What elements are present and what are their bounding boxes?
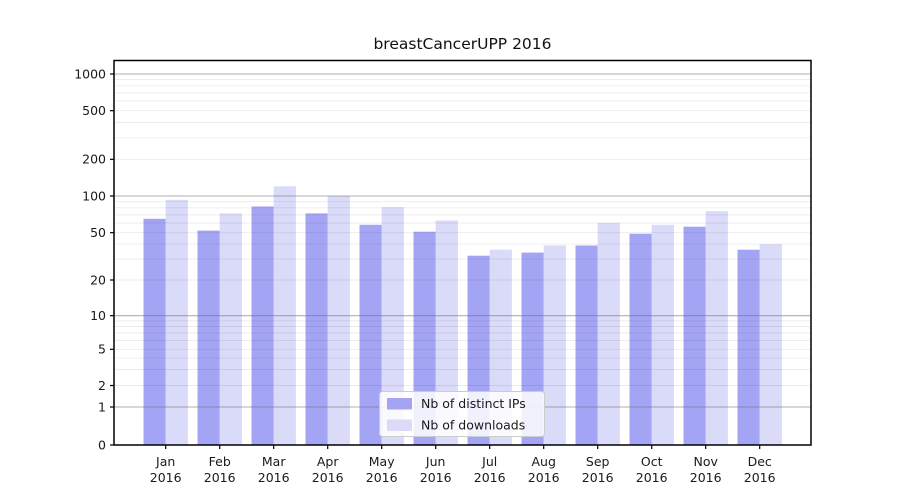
bar-feb-distinct-ips bbox=[197, 230, 220, 445]
bar-sep-distinct-ips bbox=[575, 245, 598, 445]
y-tick-label: 10 bbox=[90, 308, 106, 323]
bar-oct-downloads bbox=[651, 224, 674, 445]
bar-oct-distinct-ips bbox=[629, 233, 652, 445]
x-tick-label-year: 2016 bbox=[150, 470, 182, 485]
x-tick-label-year: 2016 bbox=[474, 470, 506, 485]
bar-may-downloads bbox=[381, 207, 404, 445]
legend-label-distinct-ips: Nb of distinct IPs bbox=[421, 396, 526, 411]
x-tick-label-month: Jun bbox=[425, 454, 446, 469]
x-tick-label-month: Nov bbox=[693, 454, 718, 469]
x-tick-label-year: 2016 bbox=[312, 470, 344, 485]
x-tick-label-month: Mar bbox=[262, 454, 286, 469]
x-tick-label-year: 2016 bbox=[744, 470, 776, 485]
y-tick-label: 50 bbox=[90, 225, 106, 240]
x-tick-label-month: May bbox=[369, 454, 395, 469]
bar-mar-distinct-ips bbox=[251, 206, 274, 445]
y-tick-label: 100 bbox=[82, 188, 106, 203]
bar-jan-downloads bbox=[165, 199, 188, 445]
bar-apr-distinct-ips bbox=[305, 213, 328, 445]
bar-dec-downloads bbox=[759, 244, 782, 445]
bar-nov-distinct-ips bbox=[683, 226, 706, 445]
y-axis: 0 1 2 5 10 20 50 100 200 500 1000 bbox=[74, 66, 114, 452]
legend: Nb of distinct IPs Nb of downloads bbox=[379, 391, 545, 437]
x-tick-label-month: Oct bbox=[641, 454, 663, 469]
plot-frame bbox=[113, 59, 812, 446]
bar-may-distinct-ips bbox=[359, 224, 382, 445]
bar-jan-distinct-ips bbox=[143, 218, 166, 445]
bar-aug-downloads bbox=[543, 245, 566, 445]
x-tick-label-month: Apr bbox=[317, 454, 339, 469]
chart-title: breastCancerUPP 2016 bbox=[373, 35, 552, 53]
x-tick-label-month: Feb bbox=[209, 454, 231, 469]
bar-dec-distinct-ips bbox=[737, 249, 760, 445]
x-tick-label-month: Jul bbox=[481, 454, 497, 469]
x-tick-label-year: 2016 bbox=[582, 470, 614, 485]
legend-label-downloads: Nb of downloads bbox=[421, 418, 525, 433]
x-tick-label-year: 2016 bbox=[366, 470, 398, 485]
y-tick-label: 20 bbox=[90, 272, 106, 287]
x-tick-label-year: 2016 bbox=[420, 470, 452, 485]
y-tick-label: 2 bbox=[98, 378, 106, 393]
x-tick-label-year: 2016 bbox=[204, 470, 236, 485]
bar-sep-downloads bbox=[597, 223, 620, 445]
y-tick-label: 1 bbox=[98, 399, 106, 414]
x-tick-label-year: 2016 bbox=[636, 470, 668, 485]
y-tick-label: 1000 bbox=[74, 66, 106, 81]
legend-box bbox=[379, 391, 545, 437]
x-tick-label-month: Jan bbox=[155, 454, 175, 469]
frame bbox=[113, 59, 812, 446]
x-tick-label-month: Aug bbox=[531, 454, 555, 469]
legend-swatch-downloads bbox=[387, 419, 412, 431]
x-tick-label-month: Dec bbox=[748, 454, 772, 469]
bar-nov-downloads bbox=[705, 211, 728, 445]
x-tick-label-year: 2016 bbox=[690, 470, 722, 485]
y-tick-label: 0 bbox=[98, 437, 106, 452]
bar-jun-downloads bbox=[435, 220, 458, 445]
x-axis: Jan2016Feb2016Mar2016Apr2016May2016Jun20… bbox=[150, 445, 776, 485]
x-tick-label-month: Sep bbox=[586, 454, 610, 469]
y-tick-label: 5 bbox=[98, 342, 106, 357]
bar-feb-downloads bbox=[219, 213, 242, 445]
legend-swatch-distinct-ips bbox=[387, 398, 412, 410]
y-tick-label: 200 bbox=[82, 152, 106, 167]
bar-apr-downloads bbox=[327, 196, 350, 445]
x-tick-label-year: 2016 bbox=[528, 470, 560, 485]
minor-gridlines bbox=[114, 79, 811, 386]
y-tick-label: 500 bbox=[82, 103, 106, 118]
x-tick-label-year: 2016 bbox=[258, 470, 290, 485]
